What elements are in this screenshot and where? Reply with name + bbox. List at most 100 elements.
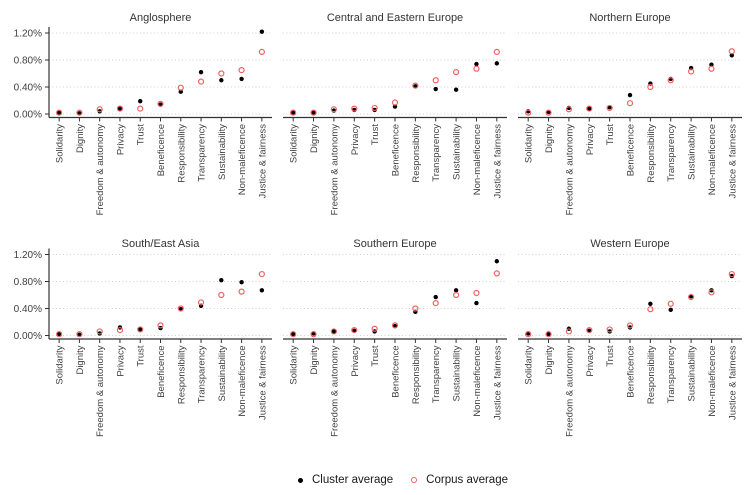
- x-axis-label: Freedom & autonomy: [329, 124, 340, 216]
- cluster-average-point: [474, 61, 479, 67]
- corpus-average-point: [157, 100, 164, 107]
- x-axis-label: Solidarity: [524, 124, 535, 163]
- cluster-average-point: [259, 29, 265, 34]
- cluster-average-point: [239, 279, 244, 285]
- x-axis-label: Justice & fairness: [257, 345, 268, 420]
- x-axis-label: Transparency: [666, 345, 677, 403]
- x-axis-label: Freedom & autonomy: [95, 345, 106, 437]
- x-axis-label: Justice & fairness: [727, 345, 738, 420]
- cluster-average-point: [587, 106, 592, 111]
- x-axis-label: Transparency: [431, 124, 442, 182]
- x-axis-label: Justice & fairness: [257, 124, 268, 199]
- chart-canvas: Anglosphere 0.00% 0.40% 0.80% 1.20% Solidarit…: [14, 12, 742, 437]
- x-axis-label: Dignity: [75, 345, 86, 374]
- x-axis-label: Non-maleficence: [707, 124, 718, 195]
- facet-title-central-and-eastern-europe: Central and Eastern Europe: [327, 12, 463, 24]
- cluster-average-point: [239, 76, 244, 82]
- y-axis-label: 0.40%: [14, 83, 42, 94]
- corpus-average-point: [493, 270, 500, 277]
- corpus-average-point: [371, 104, 378, 112]
- corpus-average-point: [493, 48, 500, 56]
- x-axis-label: Beneficence: [391, 346, 402, 398]
- x-axis-label: Solidarity: [55, 345, 66, 384]
- x-axis-label: Solidarity: [289, 124, 300, 163]
- x-axis-label: Non-maleficence: [237, 346, 248, 417]
- corpus-average-point: [258, 270, 265, 278]
- corpus-average-point: [351, 105, 358, 112]
- filled-circle-icon: [297, 477, 303, 483]
- corpus-average-point: [728, 270, 735, 278]
- x-axis-label: Non-maleficence: [237, 124, 248, 195]
- corpus-average-point: [728, 48, 735, 55]
- corpus-average-point: [606, 326, 613, 333]
- y-axis-label: 0.00%: [14, 110, 42, 121]
- y-axis-label: 1.20%: [14, 29, 42, 40]
- corpus-average-point: [177, 305, 184, 312]
- cluster-average-point: [259, 288, 265, 293]
- x-axis-label: Solidarity: [524, 345, 535, 384]
- corpus-average-point: [452, 291, 460, 299]
- corpus-average-point: [310, 109, 317, 116]
- x-axis-label: Sustainability: [687, 345, 698, 401]
- cluster-average-point: [138, 98, 143, 104]
- cluster-average-point: [198, 69, 204, 75]
- cluster-average-point: [709, 62, 714, 67]
- x-axis-label: Solidarity: [55, 124, 66, 163]
- cluster-average-point: [453, 288, 459, 293]
- y-axis-label: 0.80%: [14, 277, 42, 288]
- corpus-average-point: [56, 109, 63, 116]
- corpus-average-point: [258, 48, 265, 56]
- corpus-average-point: [76, 331, 83, 338]
- cluster-average-point: [138, 327, 143, 332]
- corpus-average-point: [96, 328, 103, 335]
- x-axis-label: Responsibility: [411, 124, 422, 183]
- corpus-average-point: [545, 109, 552, 116]
- legend-item-cluster-average: Cluster average: [297, 474, 394, 486]
- x-axis-label: Dignity: [309, 345, 320, 374]
- x-axis-label: Sustainability: [687, 124, 698, 180]
- cluster-average-point: [546, 331, 551, 337]
- x-axis-label: Dignity: [544, 124, 555, 153]
- corpus-average-point: [586, 105, 593, 112]
- corpus-average-point: [177, 84, 184, 91]
- x-axis-label: Sustainability: [217, 124, 228, 180]
- corpus-average-point: [137, 105, 144, 112]
- corpus-average-point: [391, 99, 399, 106]
- x-axis-label: Dignity: [309, 124, 320, 153]
- legend-label-cluster: Cluster average: [311, 474, 394, 486]
- corpus-average-point: [56, 331, 63, 338]
- x-axis-label: Transparency: [666, 124, 677, 182]
- x-axis-label: Responsibility: [646, 345, 657, 404]
- legend-item-corpus-average: Corpus average: [411, 474, 508, 486]
- x-axis-label: Responsibility: [646, 124, 657, 183]
- cluster-average-point: [392, 104, 398, 109]
- corpus-average-point: [96, 106, 103, 113]
- x-axis-label: Solidarity: [289, 345, 300, 384]
- x-axis-label: Sustainability: [452, 345, 463, 401]
- y-axis-label: 1.20%: [14, 250, 42, 261]
- cluster-average-point: [494, 259, 500, 264]
- x-axis-label: Trust: [370, 124, 381, 146]
- corpus-average-point: [391, 322, 399, 329]
- x-axis-label: Beneficence: [626, 124, 637, 176]
- cluster-average-point: [474, 300, 479, 306]
- corpus-average-point: [238, 288, 245, 295]
- corpus-average-point: [116, 327, 124, 334]
- cluster-average-point: [117, 106, 123, 111]
- x-axis-label: Responsibility: [411, 345, 422, 404]
- cluster-average-point: [433, 86, 438, 92]
- x-axis-label: Trust: [605, 345, 616, 367]
- cluster-average-point: [290, 331, 296, 337]
- cluster-average-point: [627, 92, 633, 98]
- cluster-average-point: [56, 331, 62, 337]
- corpus-average-point: [351, 327, 358, 334]
- corpus-average-point: [330, 106, 338, 113]
- x-axis-label: Dignity: [544, 345, 555, 374]
- cluster-average-point: [178, 89, 183, 94]
- x-axis-label: Beneficence: [156, 346, 167, 398]
- x-axis-label: Trust: [370, 345, 381, 367]
- cluster-average-point: [219, 78, 224, 83]
- x-axis-label: Freedom & autonomy: [564, 124, 575, 216]
- corpus-average-point: [432, 300, 439, 307]
- x-axis-label: Freedom & autonomy: [564, 345, 575, 437]
